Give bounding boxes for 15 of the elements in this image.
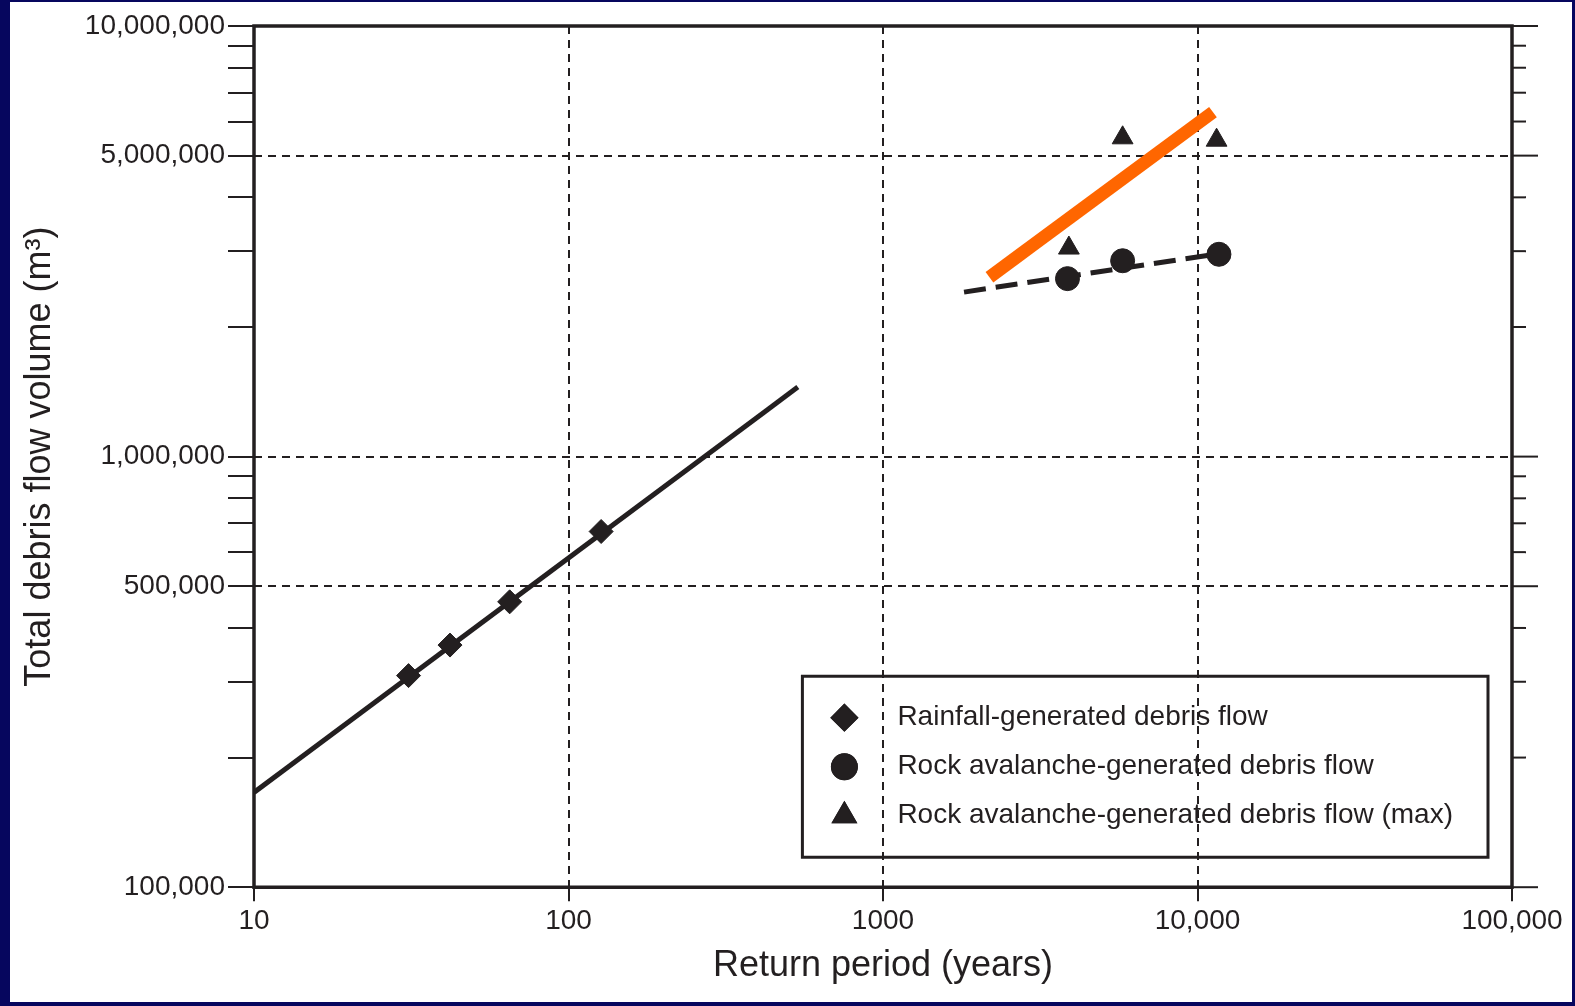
x-tick-label: 1000 — [851, 903, 915, 935]
legend-label: Rainfall-generated debris flow — [897, 700, 1269, 732]
x-tick-label: 100 — [545, 903, 592, 935]
x-axis-title: Return period (years) — [712, 943, 1054, 985]
y-tick-label: 10,000,000 — [84, 8, 225, 40]
y-axis-title: Total debris flow volume (m³) — [16, 226, 58, 687]
y-tick-label: 1,000,000 — [100, 439, 225, 471]
y-tick-label: 5,000,000 — [100, 138, 225, 170]
legend-label: Rock avalanche-generated debris flow — [897, 749, 1375, 781]
x-tick-label: 100,000 — [1461, 903, 1563, 935]
y-tick-label: 100,000 — [123, 869, 225, 901]
x-tick-label: 10 — [238, 903, 270, 935]
x-tick-label: 10,000 — [1154, 903, 1241, 935]
y-tick-label: 500,000 — [123, 568, 225, 600]
legend-label: Rock avalanche-generated debris flow (max) — [897, 798, 1454, 830]
